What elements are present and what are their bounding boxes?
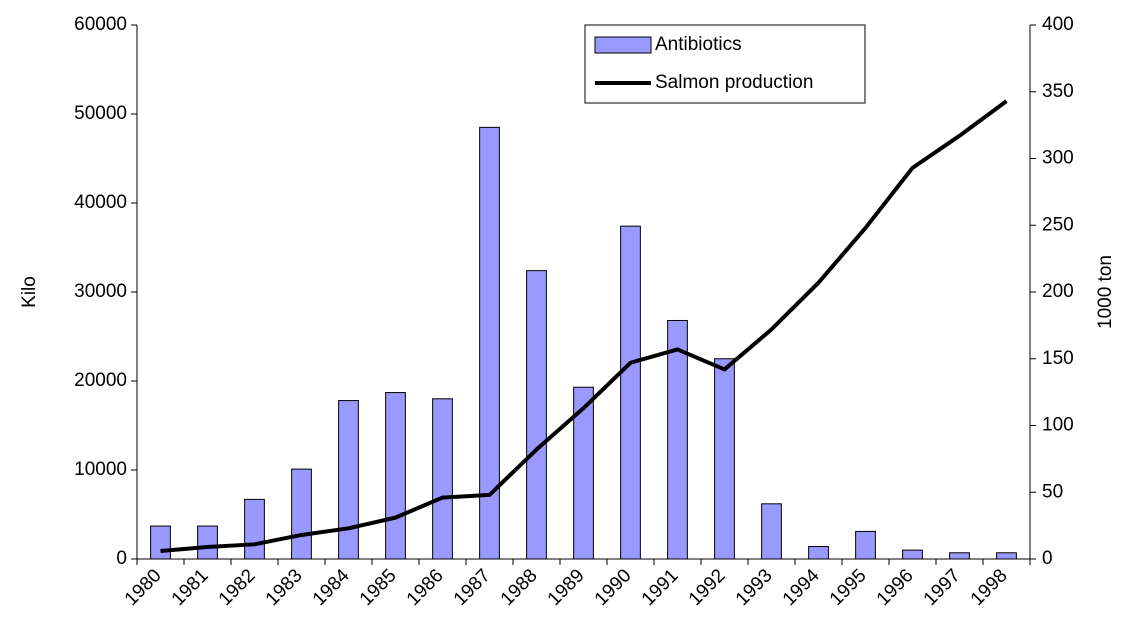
legend-swatch	[594, 36, 652, 54]
bar	[949, 552, 970, 560]
x-tick-label: 1980	[121, 565, 166, 610]
x-tick-label: 1994	[779, 565, 824, 610]
y2-tick-label: 100	[1042, 415, 1074, 436]
x-tick-label: 1982	[215, 565, 260, 610]
bar	[244, 498, 265, 560]
x-tick-label: 1985	[356, 565, 401, 610]
y2-tick-label: 150	[1042, 348, 1074, 369]
bar	[714, 358, 735, 560]
bar	[479, 126, 500, 560]
bar	[432, 398, 453, 560]
bar	[338, 400, 359, 560]
y-tick-label: 20000	[74, 370, 127, 391]
bar	[855, 530, 876, 560]
bar	[150, 525, 171, 560]
x-tick-label: 1990	[591, 565, 636, 610]
bar	[667, 319, 688, 560]
bar	[385, 392, 406, 560]
y2-tick-label: 300	[1042, 148, 1074, 169]
legend-label: Salmon production	[655, 72, 813, 93]
bar	[291, 468, 312, 560]
x-tick-label: 1986	[403, 565, 448, 610]
bar	[996, 552, 1017, 560]
x-tick-label: 1992	[685, 565, 730, 610]
bar	[761, 503, 782, 560]
y-tick-label: 40000	[74, 192, 127, 213]
x-tick-label: 1996	[873, 565, 918, 610]
bar	[526, 270, 547, 560]
y2-tick-label: 350	[1042, 81, 1074, 102]
x-tick-label: 1989	[544, 565, 589, 610]
x-tick-label: 1991	[638, 565, 683, 610]
x-tick-label: 1998	[967, 565, 1012, 610]
x-tick-label: 1987	[450, 565, 495, 610]
y-axis-title: Kilo	[19, 276, 40, 308]
y2-tick-label: 400	[1042, 14, 1074, 35]
bar	[620, 225, 641, 560]
bar	[197, 525, 218, 560]
x-tick-label: 1997	[920, 565, 965, 610]
x-tick-label: 1984	[309, 565, 354, 610]
y-tick-label: 10000	[74, 459, 127, 480]
x-tick-label: 1995	[826, 565, 871, 610]
y-tick-label: 0	[116, 548, 127, 569]
x-tick-label: 1983	[262, 565, 307, 610]
x-tick-label: 1981	[168, 565, 213, 610]
y2-tick-label: 50	[1042, 481, 1063, 502]
bar	[808, 546, 829, 560]
y2-tick-label: 200	[1042, 281, 1074, 302]
x-tick-label: 1988	[497, 565, 542, 610]
y2-tick-label: 250	[1042, 214, 1074, 235]
bar	[573, 386, 594, 560]
y-tick-label: 50000	[74, 103, 127, 124]
bar	[902, 549, 923, 560]
line	[160, 99, 1008, 553]
x-tick-label: 1993	[732, 565, 777, 610]
y-tick-label: 60000	[74, 14, 127, 35]
y-tick-label: 30000	[74, 281, 127, 302]
y2-tick-label: 0	[1042, 548, 1053, 569]
legend-label: Antibiotics	[655, 34, 742, 55]
y2-axis-title: 1000 ton	[1095, 255, 1116, 329]
